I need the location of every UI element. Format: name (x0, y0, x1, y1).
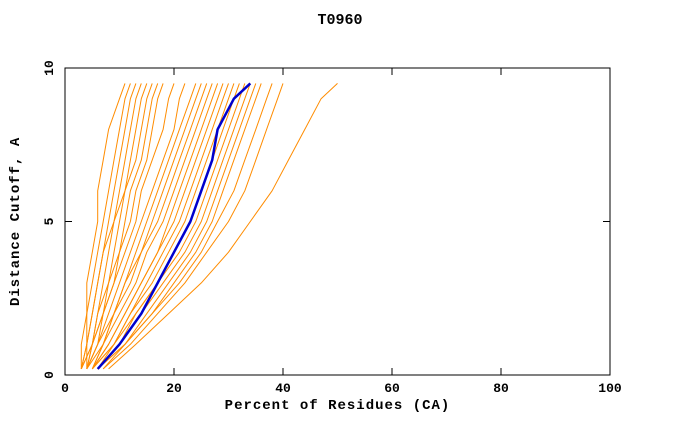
series-model-24 (97, 83, 273, 370)
series-model-13 (91, 83, 208, 370)
y-tick-label: 5 (42, 217, 57, 225)
y-tick-label: 0 (42, 371, 57, 379)
y-tick-label: 10 (42, 60, 57, 76)
x-tick-label: 0 (61, 381, 69, 396)
series-model-12 (86, 83, 202, 370)
x-tick-label: 100 (598, 381, 622, 396)
chart-title: T0960 (317, 12, 363, 29)
series-model-26 (108, 83, 338, 370)
x-axis-label: Percent of Residues (CA) (224, 398, 451, 414)
x-tick-label: 20 (166, 381, 182, 396)
series-model-22 (97, 83, 257, 370)
series-model-18 (91, 83, 235, 370)
series-model-17 (97, 83, 229, 370)
x-tick-label: 40 (275, 381, 291, 396)
series-model-01 (80, 83, 126, 369)
series-model-06 (80, 83, 153, 370)
axes-frame (64, 67, 611, 376)
series-model-20 (91, 83, 246, 370)
tick-labels: 0 20 40 60 80 100 0 5 10 (42, 60, 622, 396)
series-model-09 (86, 83, 175, 370)
x-tick-label: 60 (384, 381, 400, 396)
x-tick-label: 80 (493, 381, 509, 396)
series-model-25 (102, 83, 284, 370)
series-model-10 (86, 83, 186, 370)
series-highlighted-model (96, 82, 252, 370)
series-model-16 (91, 83, 224, 370)
series-model-02 (80, 83, 131, 370)
series-model-14 (86, 83, 213, 370)
curves (80, 82, 338, 370)
series-model-21 (97, 83, 251, 370)
series-model-08 (80, 83, 164, 370)
